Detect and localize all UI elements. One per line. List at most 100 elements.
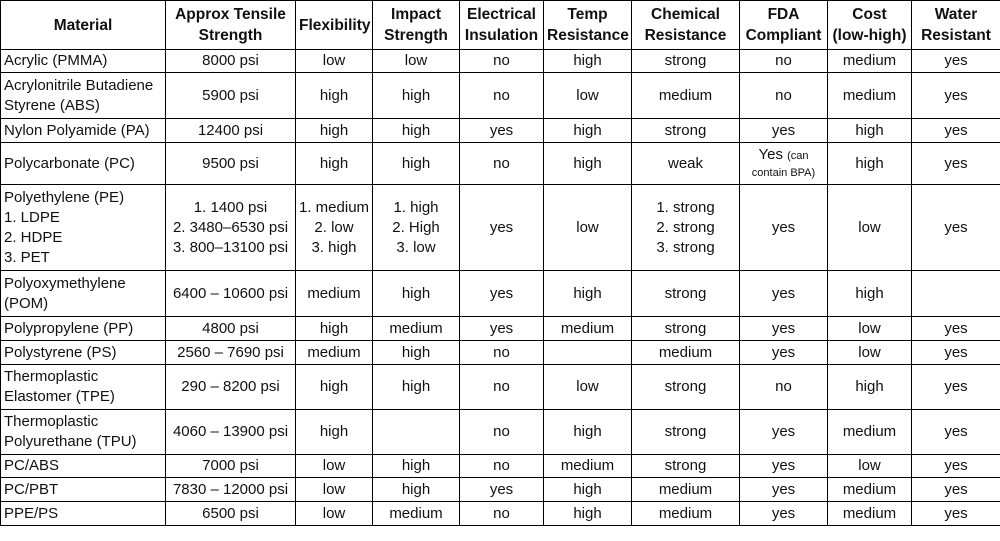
cell-chemical-resistance-text: weak: [667, 154, 704, 172]
cell-water-resistant: [911, 270, 1000, 317]
cell-chemical-resistance-text: strong: [664, 457, 707, 474]
cell-cost: medium: [827, 72, 912, 119]
header-cost: Cost (low-high): [827, 0, 912, 50]
cell-flexibility-text: low: [322, 480, 346, 498]
cell-material-text: 1. LDPE: [4, 208, 60, 226]
cell-chemical-resistance-text: strong: [664, 121, 707, 139]
cell-impact-strength-text: 1. high: [393, 198, 439, 216]
cell-chemical-resistance: strong: [631, 118, 740, 143]
cell-water-resistant: yes: [911, 409, 1000, 455]
cell-impact-strength: high: [372, 142, 460, 185]
header-cost-text: Cost: [852, 6, 887, 23]
cell-flexibility-text: high: [319, 86, 349, 104]
cell-water-resistant: yes: [911, 501, 1000, 526]
cell-impact-strength-text: high: [401, 457, 431, 474]
cell-impact-strength-text: high: [401, 480, 431, 498]
cell-material: Thermoplastic Elastomer (TPE): [0, 364, 166, 410]
cell-temp-resistance: high: [543, 501, 632, 526]
cell-temp-resistance: medium: [543, 454, 632, 478]
cell-tensile-strength: 9500 psi: [165, 142, 296, 185]
cell-chemical-resistance: medium: [631, 72, 740, 119]
cell-flexibility: high: [295, 364, 373, 410]
cell-chemical-resistance-text: 3. strong: [656, 238, 715, 256]
cell-impact-strength-text: high: [401, 121, 431, 139]
cell-tensile-strength: 1. 1400 psi 2. 3480–6530 psi 3. 800–13100 …: [165, 184, 296, 271]
cell-water-resistant: yes: [911, 340, 1000, 365]
cell-material-text: Elastomer (TPE): [4, 388, 115, 405]
header-material-text: Material: [53, 16, 113, 34]
cell-tensile-strength: 5900 psi: [165, 72, 296, 119]
cell-tensile-strength-text: 3. 800–13100 psi: [172, 238, 289, 256]
cell-impact-strength: low: [372, 49, 460, 73]
cell-material: PPE/PS: [0, 501, 166, 526]
cell-material: Polypropylene (PP): [0, 316, 166, 341]
cell-tensile-strength: 7830 – 12000 psi: [165, 477, 296, 502]
cell-temp-resistance: high: [543, 477, 632, 502]
cell-water-resistant: yes: [911, 364, 1000, 410]
cell-water-resistant: yes: [911, 142, 1000, 185]
cell-electrical-insulation: yes: [459, 184, 544, 271]
cell-material-text: Styrene (ABS): [4, 96, 100, 114]
cell-fda-compliant: no: [739, 72, 828, 119]
cell-chemical-resistance-text: strong: [664, 378, 707, 395]
cell-flexibility: high: [295, 409, 373, 455]
cell-tensile-strength: 290 – 8200 psi: [165, 364, 296, 410]
header-electrical-insulation-text: Insulation: [464, 27, 539, 44]
header-row: Material Approx Tensile Strength Flexibilit…: [0, 0, 1000, 50]
table-row: Thermoplastic Elastomer (TPE) 290 – 8200 p…: [0, 364, 1000, 410]
cell-cost: high: [827, 142, 912, 185]
cell-material: Polyethylene (PE) 1. LDPE 2. HDPE 3. PET: [0, 184, 166, 271]
cell-electrical-insulation: no: [459, 340, 544, 365]
cell-electrical-insulation: no: [459, 501, 544, 526]
cell-temp-resistance: low: [543, 364, 632, 410]
cell-flexibility-text: 2. low: [314, 218, 354, 236]
cell-cost: medium: [827, 409, 912, 455]
header-material: Material: [0, 0, 166, 50]
header-fda-compliant-text: Compliant: [745, 27, 822, 44]
cell-water-resistant: yes: [911, 316, 1000, 341]
header-electrical-insulation: Electrical Insulation: [459, 0, 544, 50]
cell-impact-strength-text: high: [401, 284, 431, 302]
cell-impact-strength: high: [372, 270, 460, 317]
cell-flexibility: low: [295, 49, 373, 73]
cell-flexibility-text: 1. medium: [299, 198, 370, 216]
table-row: Polycarbonate (PC) 9500 psi high high no high…: [0, 142, 1000, 185]
cell-cost: high: [827, 270, 912, 317]
cell-fda-compliant: yes: [739, 477, 828, 502]
cell-fda-note: (can contain BPA): [751, 149, 816, 179]
cell-flexibility: low: [295, 477, 373, 502]
header-temp-resistance-text: Temp: [567, 6, 608, 23]
cell-material-text: 2. HDPE: [4, 228, 63, 246]
cell-flexibility: high: [295, 72, 373, 119]
cell-flexibility-text: high: [319, 121, 349, 139]
cell-tensile-strength-text: 2560 – 7690 psi: [177, 343, 284, 361]
cell-cost: medium: [827, 501, 912, 526]
cell-impact-strength-text: high: [401, 86, 431, 104]
cell-electrical-insulation: no: [459, 409, 544, 455]
cell-temp-resistance: high: [543, 118, 632, 143]
cell-impact-strength: 1. high 2. High 3. low: [372, 184, 460, 271]
cell-material-text: PC/PBT: [4, 480, 59, 498]
table-row: Nylon Polyamide (PA) 12400 psi high high yes…: [0, 118, 1000, 143]
cell-temp-resistance: medium: [543, 316, 632, 341]
cell-fda-compliant: no: [739, 364, 828, 410]
cell-fda-compliant: yes: [739, 316, 828, 341]
cell-electrical-insulation: no: [459, 72, 544, 119]
header-cost-text: (low-high): [832, 27, 907, 44]
header-water-resistant: Water Resistant: [911, 0, 1000, 50]
cell-chemical-resistance-text: medium: [658, 86, 713, 104]
cell-impact-strength-text: 2. High: [392, 218, 440, 236]
cell-tensile-strength-text: 290 – 8200 psi: [181, 378, 280, 395]
cell-impact-strength-text: medium: [389, 504, 443, 522]
header-temp-resistance-text: Resistance: [547, 27, 629, 44]
header-water-resistant-text: Water: [934, 6, 978, 23]
cell-flexibility-text: low: [322, 457, 346, 474]
cell-electrical-insulation: no: [459, 49, 544, 73]
cell-material: Nylon Polyamide (PA): [0, 118, 166, 143]
header-temp-resistance: Temp Resistance: [543, 0, 632, 50]
cell-impact-strength: high: [372, 118, 460, 143]
cell-chemical-resistance: strong: [631, 270, 740, 317]
table-row: Polyoxymethylene (POM) 6400 – 10600 psi med…: [0, 270, 1000, 317]
cell-chemical-resistance: weak: [631, 142, 740, 185]
cell-electrical-insulation: yes: [459, 477, 544, 502]
